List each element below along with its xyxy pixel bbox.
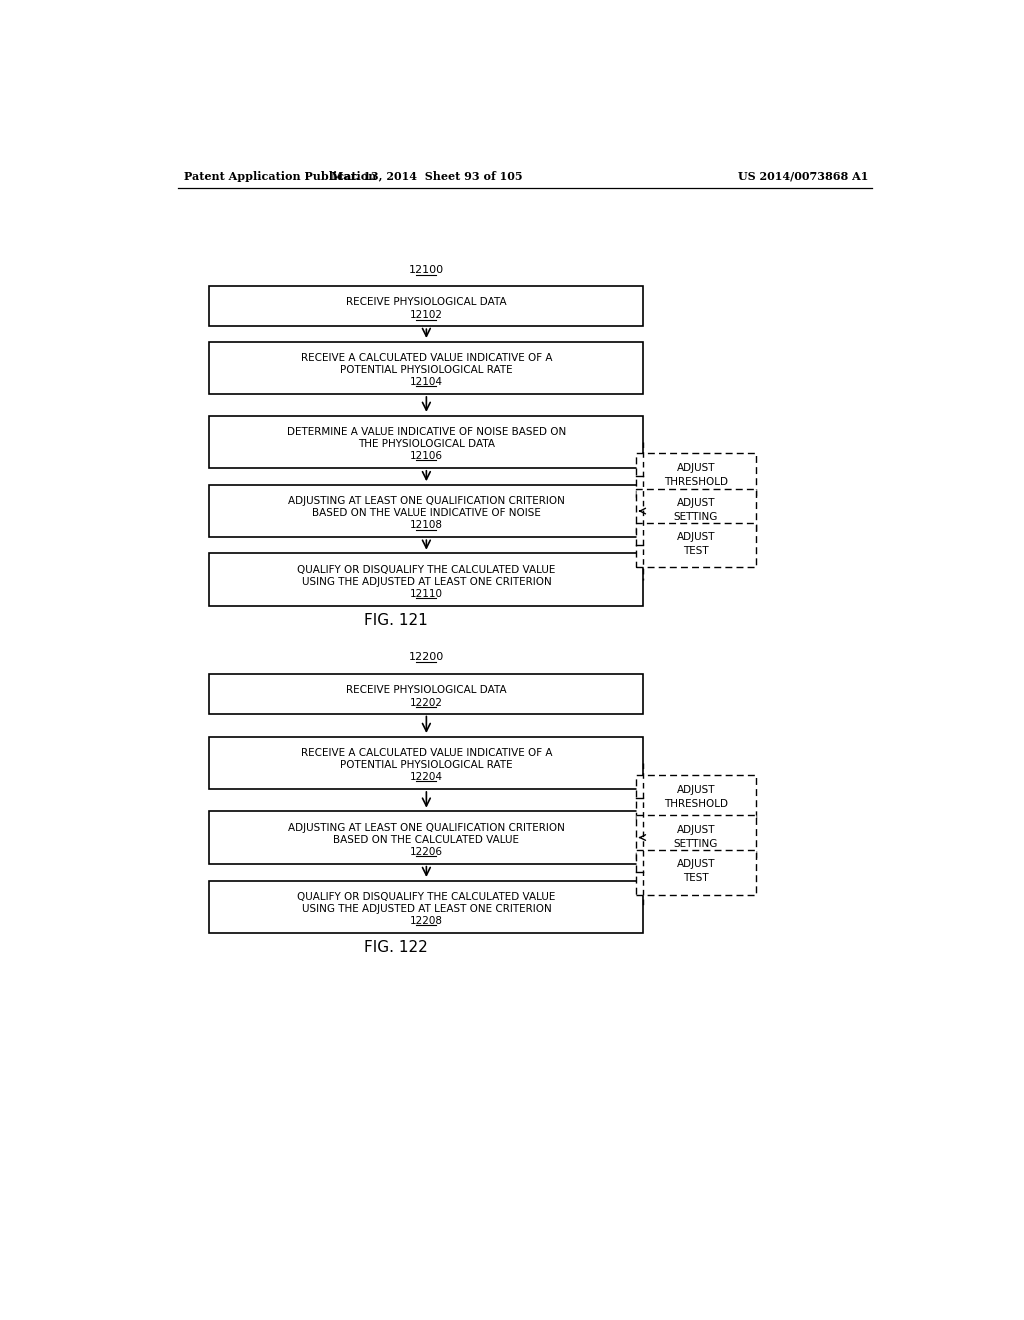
Text: QUALIFY OR DISQUALIFY THE CALCULATED VALUE: QUALIFY OR DISQUALIFY THE CALCULATED VAL… xyxy=(297,565,556,574)
Bar xyxy=(636,453,756,498)
Text: ADJUST: ADJUST xyxy=(677,825,715,834)
Bar xyxy=(209,553,643,606)
Bar xyxy=(209,812,643,863)
Bar xyxy=(636,488,756,533)
Bar xyxy=(636,775,756,820)
Text: 12100: 12100 xyxy=(409,265,444,275)
Text: ADJUST: ADJUST xyxy=(677,532,715,543)
Text: US 2014/0073868 A1: US 2014/0073868 A1 xyxy=(737,170,868,182)
Text: POTENTIAL PHYSIOLOGICAL RATE: POTENTIAL PHYSIOLOGICAL RATE xyxy=(340,760,513,770)
Text: FIG. 121: FIG. 121 xyxy=(364,612,427,628)
Text: THE PHYSIOLOGICAL DATA: THE PHYSIOLOGICAL DATA xyxy=(357,440,495,449)
Bar xyxy=(209,880,643,933)
Bar xyxy=(209,673,643,714)
Bar xyxy=(636,816,756,859)
Text: ADJUSTING AT LEAST ONE QUALIFICATION CRITERION: ADJUSTING AT LEAST ONE QUALIFICATION CRI… xyxy=(288,496,565,506)
Text: BASED ON THE VALUE INDICATIVE OF NOISE: BASED ON THE VALUE INDICATIVE OF NOISE xyxy=(312,508,541,519)
Text: ADJUST: ADJUST xyxy=(677,785,715,795)
Bar xyxy=(209,416,643,469)
Text: SETTING: SETTING xyxy=(674,512,718,523)
Text: BASED ON THE CALCULATED VALUE: BASED ON THE CALCULATED VALUE xyxy=(334,834,519,845)
Text: THRESHOLD: THRESHOLD xyxy=(664,799,728,809)
Text: ADJUSTING AT LEAST ONE QUALIFICATION CRITERION: ADJUSTING AT LEAST ONE QUALIFICATION CRI… xyxy=(288,822,565,833)
Text: TEST: TEST xyxy=(683,874,709,883)
Text: ADJUST: ADJUST xyxy=(677,859,715,870)
Text: 12204: 12204 xyxy=(410,772,442,781)
Text: ADJUST: ADJUST xyxy=(677,499,715,508)
Text: 12102: 12102 xyxy=(410,310,442,321)
Bar xyxy=(209,342,643,395)
Text: 12106: 12106 xyxy=(410,451,442,461)
Text: USING THE ADJUSTED AT LEAST ONE CRITERION: USING THE ADJUSTED AT LEAST ONE CRITERIO… xyxy=(301,904,551,915)
Text: SETTING: SETTING xyxy=(674,838,718,849)
Text: RECEIVE A CALCULATED VALUE INDICATIVE OF A: RECEIVE A CALCULATED VALUE INDICATIVE OF… xyxy=(301,352,552,363)
Text: POTENTIAL PHYSIOLOGICAL RATE: POTENTIAL PHYSIOLOGICAL RATE xyxy=(340,366,513,375)
Text: 12110: 12110 xyxy=(410,589,442,599)
Text: 12206: 12206 xyxy=(410,847,442,857)
Bar xyxy=(636,850,756,895)
Text: QUALIFY OR DISQUALIFY THE CALCULATED VALUE: QUALIFY OR DISQUALIFY THE CALCULATED VAL… xyxy=(297,892,556,902)
Text: DETERMINE A VALUE INDICATIVE OF NOISE BASED ON: DETERMINE A VALUE INDICATIVE OF NOISE BA… xyxy=(287,426,566,437)
Bar xyxy=(636,523,756,568)
Text: RECEIVE PHYSIOLOGICAL DATA: RECEIVE PHYSIOLOGICAL DATA xyxy=(346,297,507,308)
Text: TEST: TEST xyxy=(683,546,709,556)
Text: 12104: 12104 xyxy=(410,378,442,387)
Text: USING THE ADJUSTED AT LEAST ONE CRITERION: USING THE ADJUSTED AT LEAST ONE CRITERIO… xyxy=(301,577,551,587)
Text: Mar. 13, 2014  Sheet 93 of 105: Mar. 13, 2014 Sheet 93 of 105 xyxy=(331,170,522,182)
Bar xyxy=(209,286,643,326)
Text: 12108: 12108 xyxy=(410,520,442,531)
Text: RECEIVE A CALCULATED VALUE INDICATIVE OF A: RECEIVE A CALCULATED VALUE INDICATIVE OF… xyxy=(301,748,552,758)
Text: FIG. 122: FIG. 122 xyxy=(364,940,427,956)
Text: 12200: 12200 xyxy=(409,652,444,663)
Text: THRESHOLD: THRESHOLD xyxy=(664,477,728,487)
Text: ADJUST: ADJUST xyxy=(677,463,715,473)
Text: 12208: 12208 xyxy=(410,916,442,927)
Text: Patent Application Publication: Patent Application Publication xyxy=(183,170,376,182)
Bar xyxy=(209,484,643,537)
Bar xyxy=(209,737,643,789)
Text: 12202: 12202 xyxy=(410,698,442,708)
Text: RECEIVE PHYSIOLOGICAL DATA: RECEIVE PHYSIOLOGICAL DATA xyxy=(346,685,507,694)
